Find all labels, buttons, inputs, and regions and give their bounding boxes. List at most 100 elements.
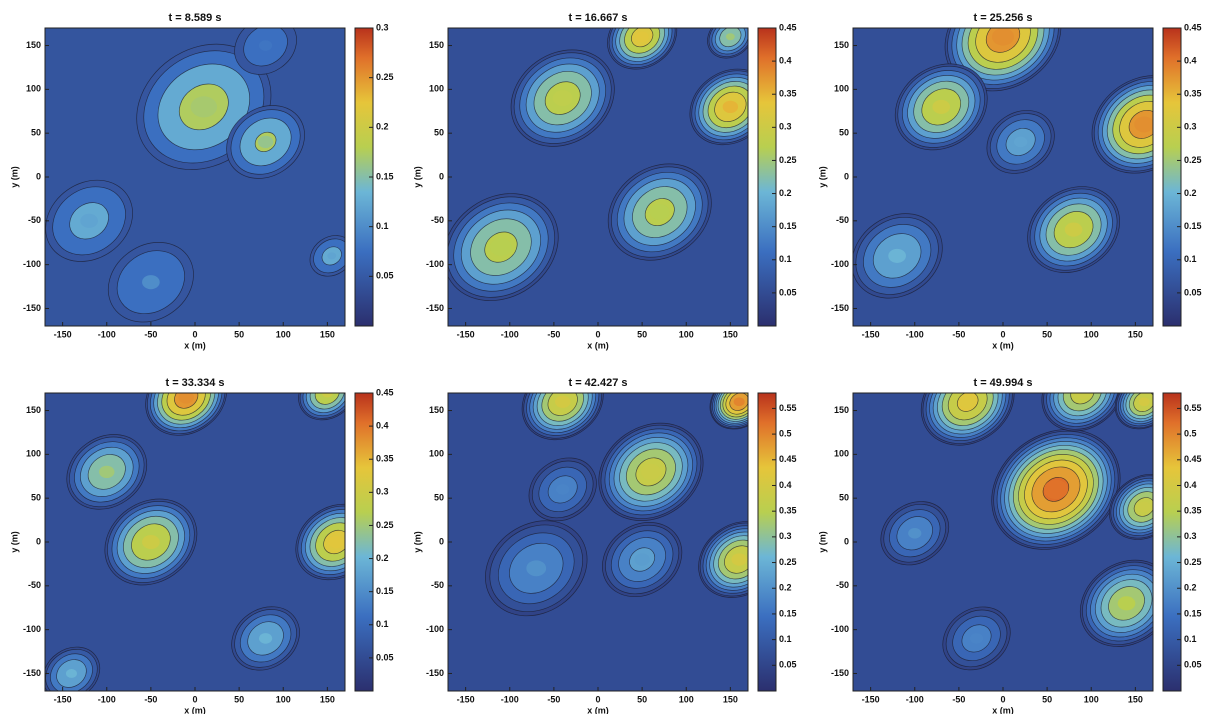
x-tick-label: 50 bbox=[234, 694, 244, 704]
colorbar-tick-label: 0.35 bbox=[1184, 89, 1202, 99]
y-tick-label: -100 bbox=[23, 624, 41, 634]
x-tick-label: -150 bbox=[457, 329, 475, 339]
y-tick-label: -50 bbox=[28, 215, 41, 225]
x-tick-label: 0 bbox=[192, 694, 197, 704]
contour-peak bbox=[880, 501, 950, 566]
x-tick-label: -100 bbox=[906, 329, 924, 339]
colorbar-tick-label: 0.35 bbox=[779, 89, 797, 99]
colorbar bbox=[757, 392, 777, 692]
colorbar-tick-label: 0.2 bbox=[1184, 583, 1197, 593]
colorbar-tick-label: 0.3 bbox=[376, 487, 389, 497]
contour-peak bbox=[598, 422, 704, 521]
x-tick-label: -50 bbox=[952, 329, 965, 339]
contour-peak bbox=[234, 28, 297, 75]
y-tick-label: -50 bbox=[836, 215, 849, 225]
x-tick-label: 50 bbox=[637, 694, 647, 704]
plot-area bbox=[853, 393, 1153, 691]
y-tick-label: 100 bbox=[429, 449, 444, 459]
contour-peak bbox=[66, 434, 148, 510]
contour-peak bbox=[1079, 559, 1153, 647]
colorbar-tick-label: 0.15 bbox=[376, 586, 394, 596]
x-tick-label: 150 bbox=[723, 694, 738, 704]
y-tick-label: 150 bbox=[834, 40, 849, 50]
x-tick-label: -50 bbox=[547, 329, 560, 339]
x-tick-label: 100 bbox=[679, 329, 694, 339]
colorbar-tick-label: 0.2 bbox=[1184, 188, 1197, 198]
colorbar-tick-label: 0.15 bbox=[1184, 221, 1202, 231]
colorbar-tick-label: 0.3 bbox=[376, 22, 389, 32]
y-tick-label: 0 bbox=[439, 536, 444, 546]
contour-peak bbox=[107, 242, 194, 323]
contour-peak bbox=[295, 503, 345, 581]
y-tick-label: 100 bbox=[834, 449, 849, 459]
colorbar-tick-label: 0.25 bbox=[376, 520, 394, 530]
y-tick-label: 50 bbox=[434, 128, 444, 138]
colorbar-tick-label: 0.45 bbox=[1184, 22, 1202, 32]
y-tick-label: -150 bbox=[23, 303, 41, 313]
plot-area bbox=[45, 28, 345, 326]
x-axis-label: x (m) bbox=[184, 340, 206, 350]
x-axis-label: x (m) bbox=[992, 340, 1014, 350]
x-tick-label: 0 bbox=[1000, 329, 1005, 339]
colorbar-tick-label: 0.2 bbox=[376, 122, 389, 132]
colorbar-tick-label: 0.15 bbox=[376, 171, 394, 181]
contour-peak bbox=[45, 646, 101, 691]
x-tick-label: -50 bbox=[547, 694, 560, 704]
colorbar-tick-label: 0.5 bbox=[779, 428, 792, 438]
contour-peak bbox=[894, 63, 988, 151]
y-tick-label: -150 bbox=[23, 668, 41, 678]
chart-title: t = 49.994 s bbox=[973, 377, 1032, 389]
colorbar-tick-label: 0.2 bbox=[779, 188, 792, 198]
colorbar-tick-label: 0.25 bbox=[376, 72, 394, 82]
colorbar-tick-label: 0.35 bbox=[1184, 506, 1202, 516]
x-tick-label: -100 bbox=[98, 329, 116, 339]
colorbar-tick-label: 0.15 bbox=[1184, 608, 1202, 618]
contour-peak bbox=[991, 429, 1121, 550]
chart-title: t = 8.589 s bbox=[169, 12, 222, 24]
x-axis-label: x (m) bbox=[184, 705, 206, 714]
contour-peak bbox=[226, 105, 305, 179]
y-tick-label: 50 bbox=[434, 493, 444, 503]
colorbar bbox=[1162, 27, 1182, 327]
y-tick-label: -50 bbox=[431, 215, 444, 225]
y-tick-label: -150 bbox=[831, 668, 849, 678]
contour-peak bbox=[145, 393, 228, 436]
colorbar-tick-label: 0.2 bbox=[376, 553, 389, 563]
colorbar-tick-label: 0.3 bbox=[1184, 531, 1197, 541]
chart-title: t = 42.427 s bbox=[568, 377, 627, 389]
x-tick-label: -100 bbox=[501, 329, 519, 339]
x-tick-label: 0 bbox=[1000, 694, 1005, 704]
y-tick-label: 0 bbox=[439, 171, 444, 181]
y-axis-label: y (m) bbox=[412, 166, 422, 188]
colorbar bbox=[1162, 392, 1182, 692]
x-tick-label: 50 bbox=[234, 329, 244, 339]
x-tick-label: -150 bbox=[457, 694, 475, 704]
y-axis-label: y (m) bbox=[412, 531, 422, 553]
y-tick-label: -100 bbox=[426, 259, 444, 269]
contour-peak bbox=[104, 498, 198, 586]
colorbar-tick-label: 0.15 bbox=[779, 608, 797, 618]
plot-area bbox=[853, 28, 1153, 326]
colorbar-tick-label: 0.5 bbox=[1184, 428, 1197, 438]
x-axis-label: x (m) bbox=[992, 705, 1014, 714]
y-tick-label: -150 bbox=[426, 668, 444, 678]
colorbar-tick-label: 0.4 bbox=[376, 420, 389, 430]
y-tick-label: -50 bbox=[28, 580, 41, 590]
contour-peak bbox=[485, 520, 588, 617]
colorbar-tick-label: 0.1 bbox=[376, 221, 389, 231]
x-tick-label: 150 bbox=[320, 329, 335, 339]
x-tick-label: 100 bbox=[276, 329, 291, 339]
colorbar-tick-label: 0.1 bbox=[779, 254, 792, 264]
colorbar-tick-label: 0.45 bbox=[779, 454, 797, 464]
y-axis-label: y (m) bbox=[817, 166, 827, 188]
contour-peak bbox=[1027, 186, 1120, 273]
colorbar-tick-label: 0.1 bbox=[779, 634, 792, 644]
y-tick-label: 100 bbox=[26, 449, 41, 459]
x-tick-label: -150 bbox=[54, 329, 72, 339]
x-tick-label: -100 bbox=[906, 694, 924, 704]
contour-peak bbox=[942, 606, 1011, 671]
contour-peak bbox=[986, 110, 1055, 174]
contour-peak bbox=[602, 522, 683, 598]
chart-title: t = 25.256 s bbox=[973, 12, 1032, 24]
chart-title: t = 16.667 s bbox=[568, 12, 627, 24]
